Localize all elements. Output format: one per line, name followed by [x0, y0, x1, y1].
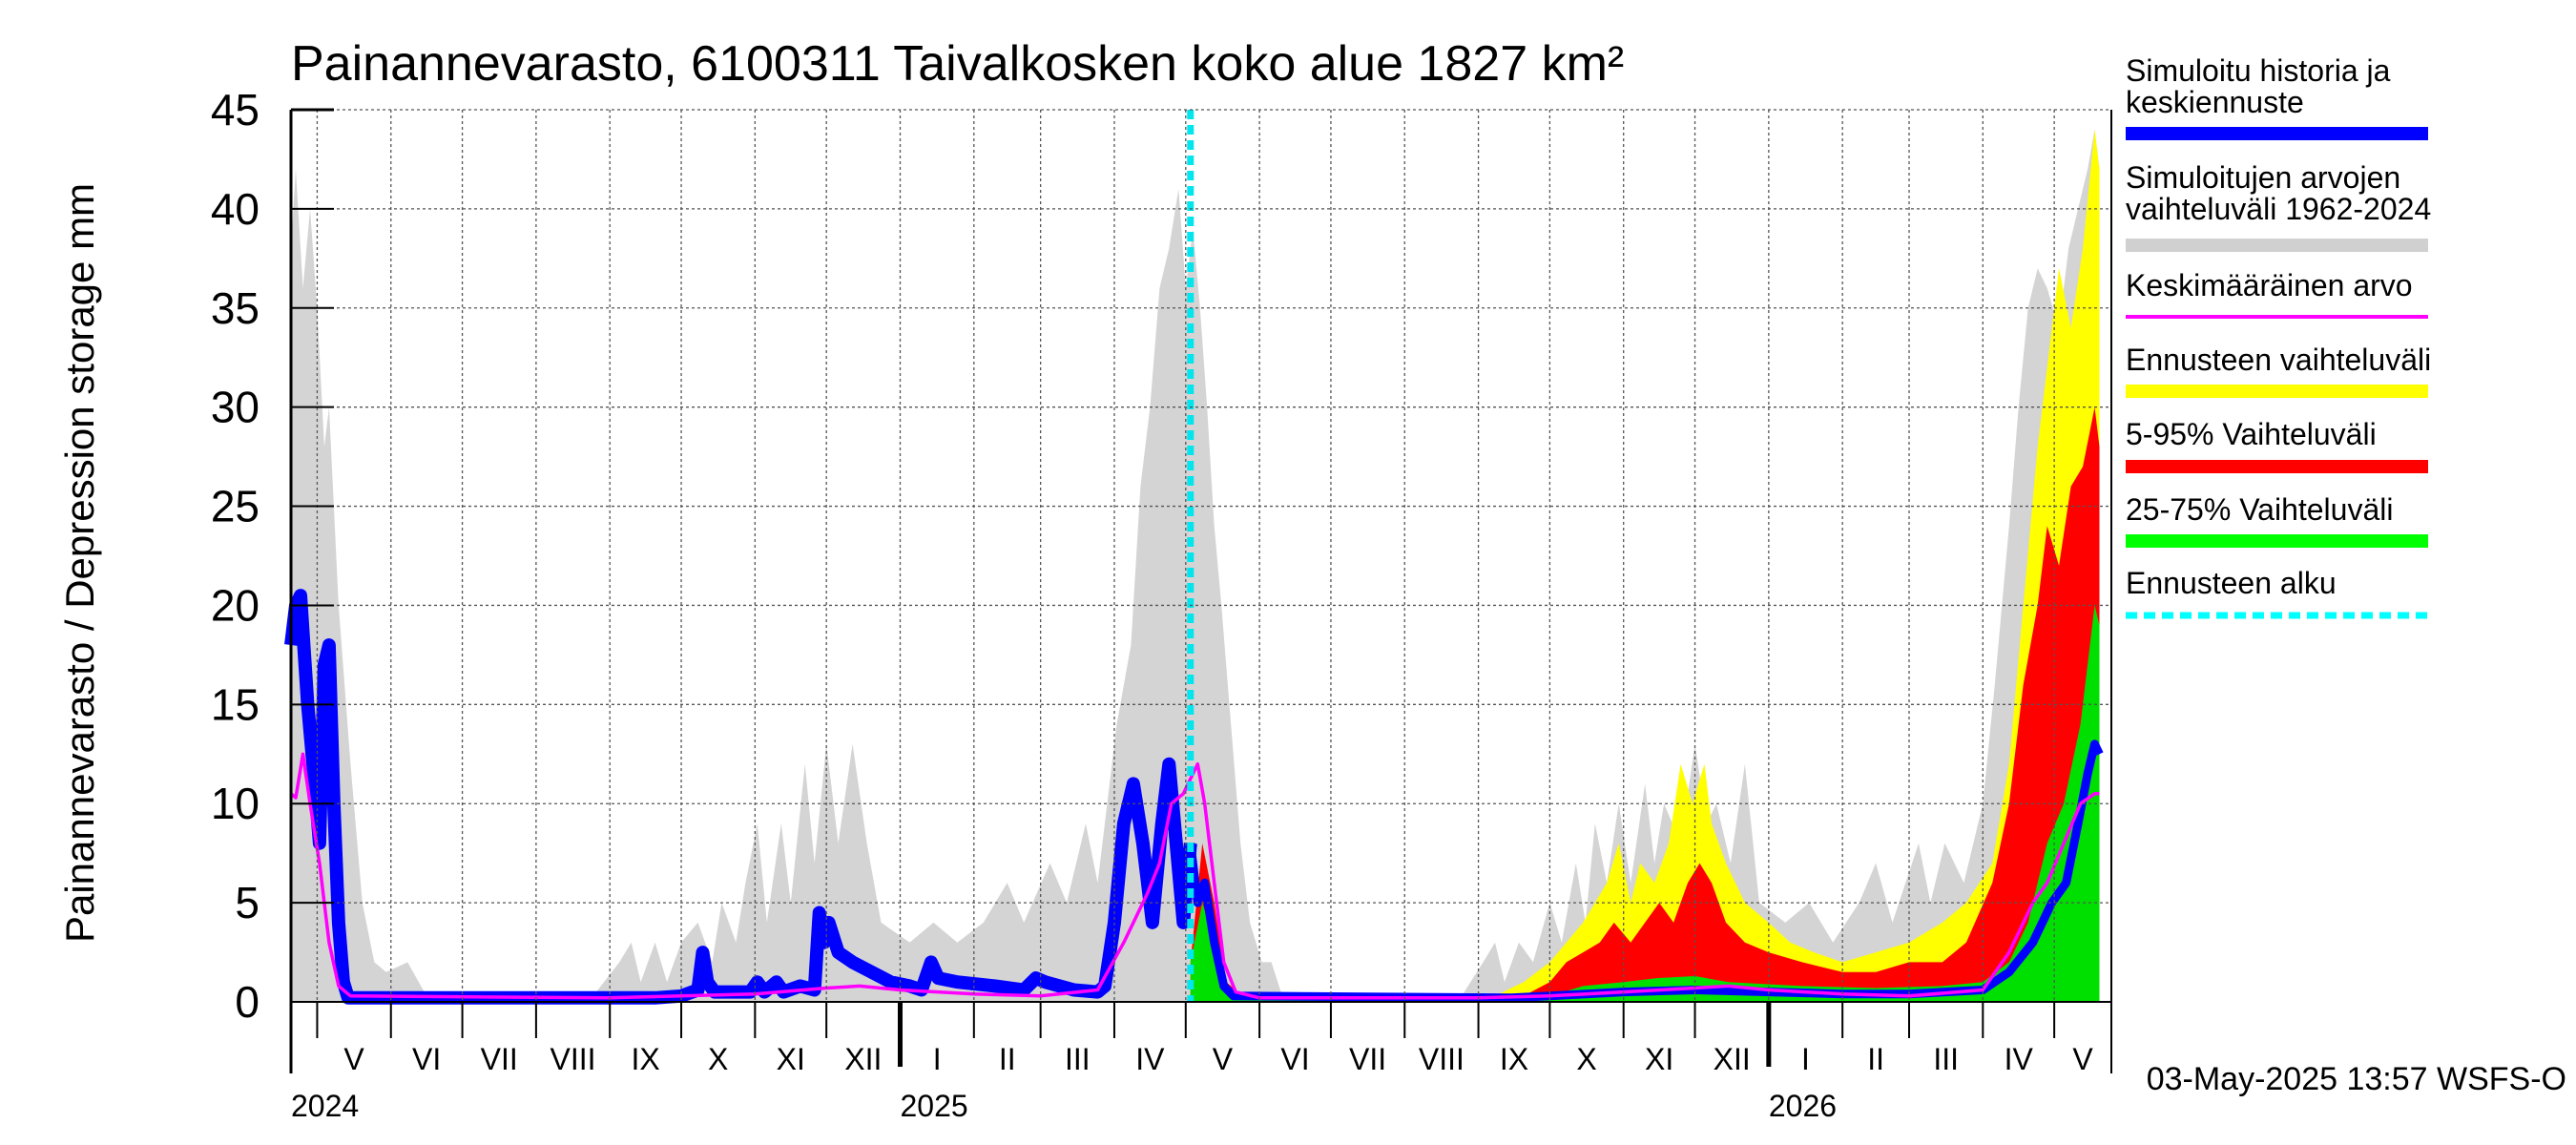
month-label: III [1065, 1042, 1091, 1076]
month-label: I [933, 1042, 942, 1076]
legend-label: Keskimääräinen arvo [2126, 268, 2413, 302]
legend-label: Ennusteen vaihteluväli [2126, 343, 2431, 377]
month-label: V [343, 1042, 364, 1076]
legend-label: 25-75% Vaihteluväli [2126, 492, 2393, 527]
month-label: VI [412, 1042, 441, 1076]
month-label: V [1213, 1042, 1234, 1076]
month-label: III [1933, 1042, 1959, 1076]
y-tick-label: 40 [211, 184, 260, 234]
y-tick-label: 45 [211, 85, 260, 135]
legend-label: vaihteluväli 1962-2024 [2126, 192, 2431, 226]
month-label: IX [1500, 1042, 1528, 1076]
year-label: 2026 [1769, 1089, 1837, 1123]
month-label: X [1576, 1042, 1596, 1076]
month-label: II [999, 1042, 1016, 1076]
y-tick-label: 15 [211, 679, 260, 729]
y-tick-label: 5 [235, 878, 260, 927]
historical-range-area [291, 129, 2100, 1003]
month-label: VIII [551, 1042, 596, 1076]
y-tick-label: 20 [211, 580, 260, 630]
month-label: XII [1714, 1042, 1751, 1076]
month-label: V [2072, 1042, 2093, 1076]
month-label: I [1801, 1042, 1810, 1076]
year-label: 2024 [291, 1089, 359, 1123]
timestamp-footer: 03-May-2025 13:57 WSFS-O [2147, 1061, 2566, 1097]
y-tick-label: 10 [211, 779, 260, 828]
y-tick-label: 30 [211, 383, 260, 432]
legend-label: Simuloitu historia ja [2126, 53, 2391, 88]
month-label: X [708, 1042, 728, 1076]
month-label: XI [777, 1042, 805, 1076]
month-label: VII [481, 1042, 518, 1076]
chart-title: Painannevarasto, 6100311 Taivalkosken ko… [291, 36, 1624, 92]
y-tick-label: 25 [211, 482, 260, 531]
month-label: VI [1280, 1042, 1309, 1076]
legend-label: Ennusteen alku [2126, 566, 2337, 600]
y-axis-label: Painannevarasto / Depression storage mm [57, 183, 102, 943]
month-label: IX [632, 1042, 660, 1076]
mean-value-line [289, 752, 2100, 1000]
month-label: II [1867, 1042, 1884, 1076]
percentile-5-95-area [1190, 406, 2100, 1002]
month-label: IV [1135, 1042, 1165, 1076]
legend-label: Simuloitujen arvojen [2126, 160, 2400, 195]
month-label: XII [844, 1042, 882, 1076]
legend-label: 5-95% Vaihteluväli [2126, 417, 2377, 451]
month-label: IV [2005, 1042, 2034, 1076]
y-tick-label: 35 [211, 283, 260, 333]
month-label: VIII [1419, 1042, 1465, 1076]
month-label: VII [1349, 1042, 1386, 1076]
plot-area [284, 110, 2104, 1005]
legend-label: keskiennuste [2126, 85, 2304, 119]
year-label: 2025 [900, 1089, 967, 1123]
month-label: XI [1645, 1042, 1673, 1076]
forecast-range-area [1190, 129, 2100, 1003]
y-tick-label: 0 [235, 977, 260, 1027]
